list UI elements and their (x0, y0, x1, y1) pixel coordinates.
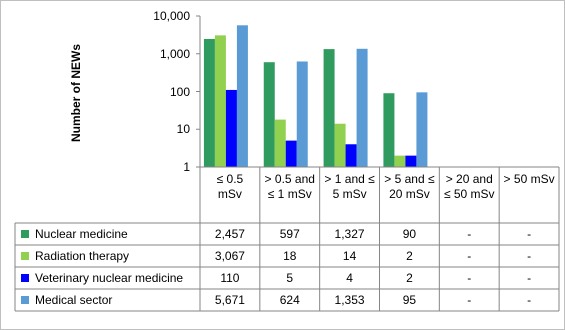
legend-swatch (21, 252, 29, 260)
bar (203, 39, 215, 167)
y-axis-label: Number of NEWs (69, 44, 83, 143)
bar (394, 155, 406, 167)
table-cell: 14 (342, 249, 357, 263)
table-cell: 2 (406, 271, 413, 285)
table-cell: 90 (402, 227, 417, 241)
legend-label: Nuclear medicine (35, 227, 128, 241)
bar (334, 123, 346, 167)
bar (323, 49, 335, 168)
x-tick-label: > 0.5 and ≤ 1 mSv (264, 172, 315, 201)
x-tick-label: > 1 and ≤ 5 mSv (324, 172, 375, 201)
bar (263, 62, 275, 167)
bar (214, 35, 226, 167)
x-tick-label: > 20 and ≤ 50 mSv (443, 172, 495, 201)
x-tick-label: > 5 and ≤ 20 mSv (384, 172, 435, 201)
table-cell: 5 (286, 271, 294, 285)
bar (356, 48, 368, 168)
table-cell: - (527, 249, 532, 263)
legend-entry: Medical sector (15, 289, 112, 311)
legend-label: Veterinary nuclear medicine (35, 271, 184, 285)
x-tick-label: ≤ 0.5 mSv (216, 172, 244, 201)
table-cell: - (527, 227, 532, 241)
table-cell: 2,457 (214, 227, 245, 241)
table-cell: 1,353 (334, 293, 365, 307)
table-cell: - (467, 249, 472, 263)
bar (296, 61, 308, 167)
table-cell: 110 (220, 271, 240, 285)
y-tick-label: 1 (183, 160, 190, 174)
legend-entry: Nuclear medicine (15, 223, 128, 245)
legend-swatch (21, 274, 29, 282)
y-tick-label: 1,000 (159, 46, 190, 61)
table-cell: 5,671 (214, 293, 245, 307)
table-cell: 95 (402, 293, 417, 307)
bar (236, 25, 248, 168)
bar (274, 119, 286, 167)
table-cell: - (467, 227, 472, 241)
table-cell: - (467, 293, 472, 307)
table-cell: 2 (406, 249, 413, 263)
bar (345, 144, 357, 167)
table-cell: 597 (279, 227, 300, 241)
table-cell: 4 (346, 271, 353, 285)
bar (416, 92, 428, 167)
bar (225, 89, 237, 167)
table-cell: 624 (279, 293, 300, 307)
table-cell: 1,327 (334, 227, 365, 241)
table-cell: - (467, 271, 472, 285)
legend-entry: Radiation therapy (15, 245, 129, 267)
table-cell: 18 (283, 249, 297, 263)
table-cell: - (527, 271, 532, 285)
bar (285, 140, 297, 167)
legend-label: Radiation therapy (35, 249, 130, 263)
legend-label: Medical sector (35, 293, 113, 307)
y-tick-label: 10,000 (153, 9, 190, 23)
legend-entry: Veterinary nuclear medicine (15, 267, 183, 289)
x-tick-label: > 50 mSv (503, 172, 555, 186)
bar (383, 93, 395, 167)
legend-swatch (21, 296, 29, 304)
y-tick-label: 100 (169, 84, 190, 99)
bar (405, 155, 417, 167)
legend-swatch (21, 230, 29, 238)
y-tick-label: 10 (176, 122, 190, 137)
table-cell: 3,067 (214, 249, 245, 263)
table-cell: - (527, 293, 532, 307)
